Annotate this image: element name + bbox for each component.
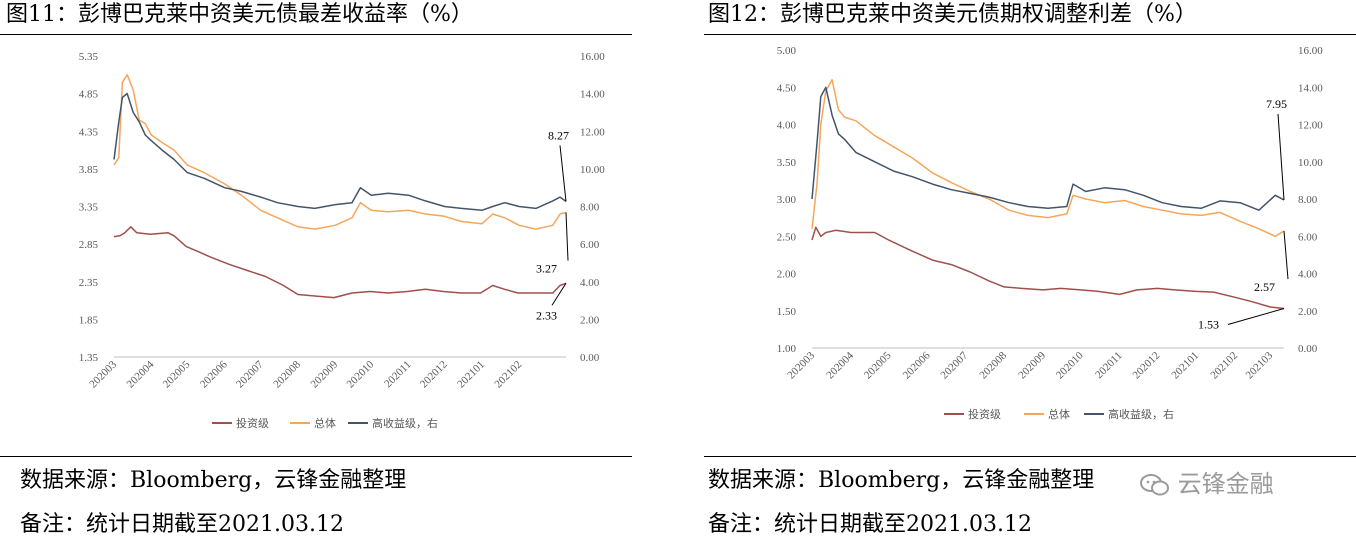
top-rule-left xyxy=(0,34,632,35)
bottom-rule-left xyxy=(0,456,632,457)
callout-leader xyxy=(551,282,567,306)
x-tick-label: 202009 xyxy=(308,358,340,390)
x-tick-label: 202102 xyxy=(1208,350,1240,382)
y-right-tick-label: 4.00 xyxy=(1298,269,1318,281)
callout-label: 7.95 xyxy=(1266,97,1287,111)
y-right-tick-label: 14.00 xyxy=(580,89,605,101)
callout-leader xyxy=(1277,113,1285,200)
y-right-tick-label: 12.00 xyxy=(580,126,605,138)
callout-leader xyxy=(1283,230,1289,280)
y-right-tick-label: 16.00 xyxy=(580,51,605,63)
x-tick-label: 202009 xyxy=(1016,349,1048,381)
date-note-fig11: 备注：统计日期截至2021.03.12 xyxy=(20,512,344,537)
wechat-icon xyxy=(1140,473,1170,497)
chart-title-fig11: 图11：彭博巴克莱中资美元债最差收益率（%） xyxy=(6,2,473,27)
y-left-tick-label: 5.00 xyxy=(777,45,797,57)
x-tick-label: 202006 xyxy=(901,349,933,381)
series-line-high-yield xyxy=(811,86,1285,211)
series-line-investment-grade xyxy=(113,226,567,299)
legend-label: 投资级 xyxy=(236,416,269,430)
x-tick-label: 202004 xyxy=(824,349,856,381)
y-left-tick-label: 1.00 xyxy=(777,343,797,355)
y-left-tick-label: 2.35 xyxy=(79,277,99,289)
x-tick-label: 202012 xyxy=(1131,350,1163,382)
y-right-tick-label: 14.00 xyxy=(1298,82,1323,94)
y-left-tick-label: 1.85 xyxy=(79,314,99,326)
x-tick-label: 202103 xyxy=(1243,349,1275,381)
bottom-rule-right xyxy=(704,456,1356,457)
x-tick-label: 202012 xyxy=(418,359,450,391)
y-left-tick-label: 4.00 xyxy=(777,120,797,132)
x-tick-label: 202008 xyxy=(271,358,303,390)
x-tick-label: 202007 xyxy=(234,358,266,390)
chart-fig11: 1.35 1.85 2.35 2.85 3.35 3.85 4.35 4.85 5.35 0.00… xyxy=(79,51,606,430)
series-line-investment-grade xyxy=(811,226,1285,310)
legend-label: 高收益级，右 xyxy=(1108,407,1174,421)
y-right-tick-label: 10.00 xyxy=(580,164,605,176)
x-tick-label: 202011 xyxy=(1093,350,1125,382)
callout-leader xyxy=(565,212,569,261)
y-right-tick-label: 0.00 xyxy=(1298,343,1318,355)
chart-title-fig12: 图12：彭博巴克莱中资美元债期权调整利差（%） xyxy=(708,2,1197,27)
legend-label: 投资级 xyxy=(968,407,1001,421)
callout-label: 3.27 xyxy=(536,262,557,276)
watermark: 云锋金融 xyxy=(1140,464,1274,499)
top-rule-right xyxy=(704,34,1356,35)
series-line-high-yield xyxy=(113,92,567,212)
x-tick-label: 202102 xyxy=(492,359,524,391)
source-note-fig11: 数据来源：Bloomberg，云锋金融整理 xyxy=(20,468,407,493)
y-left-tick-label: 3.00 xyxy=(777,194,797,206)
x-tick-label: 202006 xyxy=(198,358,230,390)
y-left-tick-label: 2.00 xyxy=(777,269,797,281)
x-tick-label: 202005 xyxy=(161,358,193,390)
y-right-tick-label: 10.00 xyxy=(1298,157,1323,169)
y-left-tick-label: 4.85 xyxy=(79,89,99,101)
legend-label: 总体 xyxy=(1048,407,1070,421)
y-left-tick-label: 1.35 xyxy=(79,352,99,364)
y-left-tick-label: 5.35 xyxy=(79,51,99,63)
series-line-overall xyxy=(811,79,1285,238)
y-left-tick-label: 1.50 xyxy=(777,306,797,318)
y-left-tick-label: 4.50 xyxy=(777,82,797,94)
y-right-tick-label: 12.00 xyxy=(1298,120,1323,132)
x-tick-label: 202008 xyxy=(977,349,1009,381)
series-line-overall xyxy=(113,74,567,230)
x-tick-label: 202005 xyxy=(862,349,894,381)
y-right-tick-label: 0.00 xyxy=(580,352,600,364)
y-left-tick-label: 2.50 xyxy=(777,231,797,243)
callout-label: 2.57 xyxy=(1254,280,1275,294)
callout-leader xyxy=(1227,308,1285,325)
y-right-tick-label: 6.00 xyxy=(1298,231,1318,243)
callout-leader xyxy=(559,145,567,202)
x-tick-label: 202010 xyxy=(1054,349,1086,381)
callout-label: 1.53 xyxy=(1198,318,1219,332)
y-left-tick-label: 3.85 xyxy=(79,164,99,176)
y-right-tick-label: 2.00 xyxy=(1298,306,1318,318)
legend-label: 高收益级，右 xyxy=(372,416,438,430)
x-tick-label: 202010 xyxy=(345,358,377,390)
watermark-text: 云锋金融 xyxy=(1177,470,1274,498)
y-left-tick-label: 3.35 xyxy=(79,202,99,214)
y-left-tick-label: 2.85 xyxy=(79,239,99,251)
chart-fig12: 1.00 1.50 2.00 2.50 3.00 3.50 4.00 4.50 5.00 0.00… xyxy=(777,45,1324,421)
y-left-tick-label: 4.35 xyxy=(79,126,99,138)
x-tick-label: 202004 xyxy=(125,358,157,390)
y-right-tick-label: 8.00 xyxy=(580,202,600,214)
x-tick-label: 202101 xyxy=(1169,350,1201,382)
y-right-tick-label: 6.00 xyxy=(580,239,600,251)
source-note-fig12: 数据来源：Bloomberg，云锋金融整理 xyxy=(708,468,1095,493)
date-note-fig12: 备注：统计日期截至2021.03.12 xyxy=(708,512,1032,537)
y-right-tick-label: 16.00 xyxy=(1298,45,1323,57)
y-right-tick-label: 8.00 xyxy=(1298,194,1318,206)
callout-label: 8.27 xyxy=(548,128,569,142)
y-right-tick-label: 2.00 xyxy=(580,314,600,326)
legend-label: 总体 xyxy=(314,416,336,430)
x-tick-label: 202011 xyxy=(382,359,414,391)
y-right-tick-label: 4.00 xyxy=(580,277,600,289)
x-tick-label: 202101 xyxy=(455,359,487,391)
x-tick-label: 202007 xyxy=(938,349,970,381)
callout-label: 2.33 xyxy=(536,308,557,322)
y-left-tick-label: 3.50 xyxy=(777,157,797,169)
